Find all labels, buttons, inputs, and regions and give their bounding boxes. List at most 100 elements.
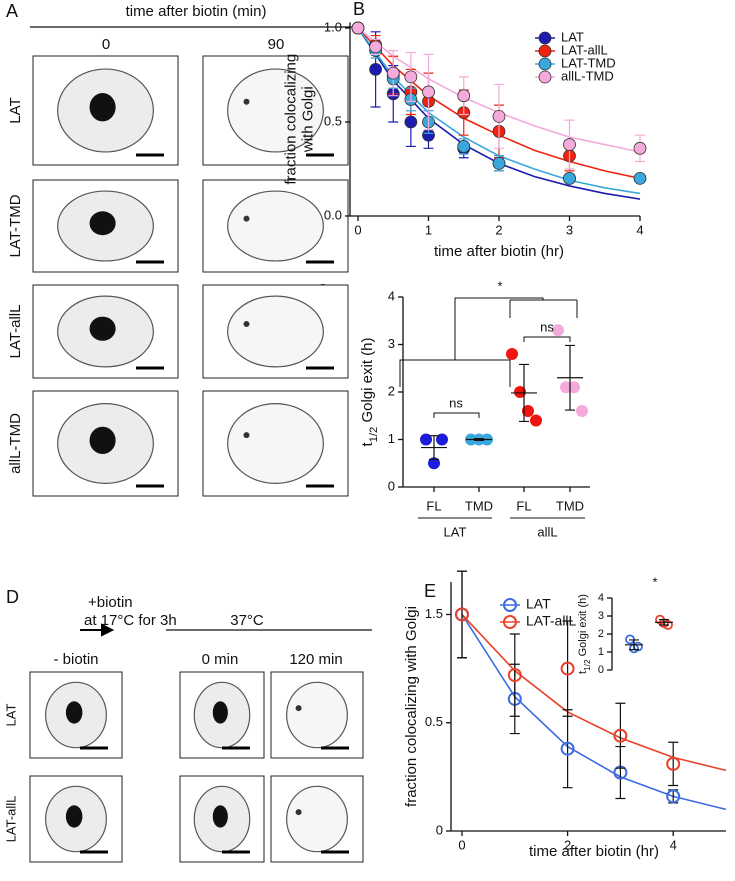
legend-marker [538, 57, 552, 71]
golgi [89, 316, 116, 341]
data-point [552, 324, 564, 337]
data-point [455, 607, 469, 622]
data-point [666, 789, 681, 804]
x-tick-label: 4 [636, 222, 643, 237]
data-point [563, 138, 576, 151]
error-bar [668, 741, 679, 787]
column-label: 120 min [289, 651, 342, 668]
row-label: LAT-TMD [7, 194, 24, 257]
legend-label: LAT-TMD [561, 55, 616, 70]
error-bar [565, 344, 575, 411]
fit-curve [461, 614, 727, 811]
y-tick-label: 2 [598, 628, 604, 640]
x-tick-label: 1 [425, 222, 432, 237]
y-tick-label: 0 [436, 822, 443, 837]
golgi [89, 211, 116, 236]
golgi [65, 701, 83, 724]
significance-bracket [399, 297, 578, 387]
x-tick-label: TMD [465, 498, 493, 513]
y-tick-label: 0 [598, 664, 604, 676]
data-point [420, 433, 432, 446]
y-tick-label: 4 [388, 288, 395, 303]
data-point [428, 457, 440, 470]
column-label: 0 [102, 36, 110, 53]
y-axis-label: fraction colocalizing [282, 54, 299, 185]
y-axis-label: with Golgi [299, 86, 316, 153]
legend-marker [538, 31, 552, 45]
puncta [243, 215, 250, 222]
legend-label: LAT-allL [561, 42, 608, 57]
golgi [212, 701, 228, 724]
x-tick-label: TMD [556, 498, 584, 513]
y-tick-label: 1 [598, 646, 604, 658]
x-tick-label: 2 [564, 837, 571, 852]
y-axis-label-part: Golgi exit (h) [359, 337, 376, 426]
x-axis-label: time after biotin (hr) [529, 843, 659, 860]
step-label: +biotin [88, 594, 133, 611]
legend-marker [538, 44, 552, 58]
puncta [243, 432, 250, 439]
data-point [613, 728, 628, 743]
error-bar [509, 633, 520, 717]
x-tick-label: 0 [354, 222, 361, 237]
group-label: allL [537, 524, 557, 539]
error-bar [659, 619, 669, 626]
data-point [457, 89, 471, 103]
data-point [530, 414, 542, 427]
chase-label: 37°C [230, 612, 264, 629]
y-tick-label: 0.5 [324, 113, 342, 128]
error-bar [629, 639, 639, 651]
y-axis-label-part: t [577, 671, 589, 674]
row-label: allL-TMD [7, 413, 24, 474]
cell-outline [227, 190, 324, 262]
error-bar [519, 363, 529, 423]
panel-letter: E [424, 581, 436, 601]
x-axis-label: time after biotin (hr) [434, 243, 564, 260]
x-tick-label: FL [426, 498, 441, 513]
golgi [89, 426, 116, 454]
data-point [386, 66, 400, 80]
y-tick-label: 2 [388, 383, 395, 398]
x-tick-label: 0 [458, 837, 465, 852]
cell-outline [227, 295, 324, 368]
cell-outline [286, 785, 348, 853]
y-axis-label: t1/2 Golgi exit (h) [359, 337, 380, 446]
data-point [522, 405, 534, 417]
data-point [563, 172, 576, 185]
puncta [243, 98, 250, 105]
data-point [514, 386, 526, 398]
y-axis-label-part: t [359, 442, 376, 447]
cell-outline [227, 68, 324, 153]
legend-marker [538, 70, 552, 84]
cell-outline [227, 403, 324, 485]
y-tick-label: 0 [388, 478, 395, 493]
y-tick-label: 4 [598, 592, 604, 604]
legend-marker [503, 598, 517, 612]
data-point [457, 140, 471, 153]
y-tick-label: 1.5 [425, 606, 443, 621]
golgi [212, 805, 228, 828]
y-tick-label: 1.0 [324, 19, 342, 34]
data-point [422, 85, 435, 99]
annotation: * [652, 574, 657, 589]
x-tick-label: 4 [670, 837, 677, 852]
group-label: LAT [444, 524, 467, 539]
annotation: * [497, 278, 502, 293]
y-axis-label-part: 1/2 [368, 427, 380, 443]
legend-label: LAT-allL [526, 613, 577, 629]
y-tick-label: 0.0 [324, 207, 342, 222]
puncta [295, 705, 302, 712]
significance-bracket [433, 412, 480, 418]
y-axis-label-part: Golgi exit (h) [577, 594, 589, 659]
data-point [404, 115, 418, 129]
arrow [80, 623, 115, 637]
legend-label: LAT [561, 29, 584, 44]
golgi [89, 93, 116, 122]
row-label: LAT-allL [7, 305, 24, 359]
error-bar [457, 570, 467, 659]
panel-letter: D [6, 587, 19, 607]
data-point [633, 141, 647, 155]
data-point [492, 109, 506, 123]
y-tick-label: 3 [598, 610, 604, 622]
data-point [369, 62, 383, 76]
